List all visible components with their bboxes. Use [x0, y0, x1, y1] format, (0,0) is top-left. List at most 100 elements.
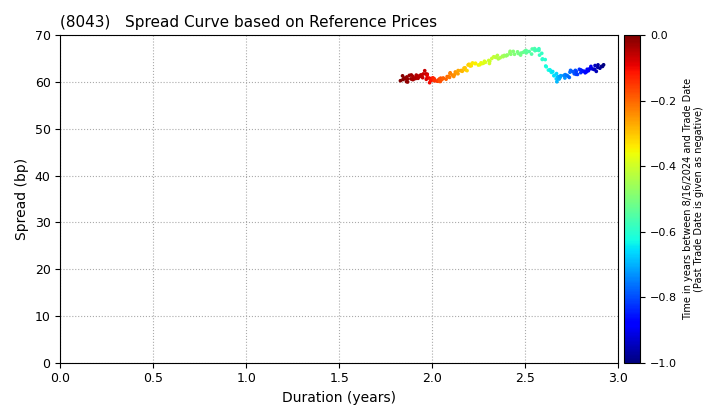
Point — [592, 64, 603, 71]
Point — [420, 71, 431, 77]
Point — [490, 54, 501, 60]
Point — [441, 73, 453, 80]
Point — [559, 75, 571, 81]
Point — [548, 72, 559, 79]
Point — [448, 73, 459, 80]
Point — [449, 68, 461, 75]
Point — [541, 63, 552, 70]
Point — [420, 76, 432, 83]
Point — [564, 67, 576, 74]
Point — [428, 75, 440, 82]
Point — [519, 48, 531, 55]
Point — [459, 65, 471, 71]
Point — [488, 53, 500, 60]
Point — [513, 50, 524, 57]
Point — [595, 63, 607, 70]
Point — [456, 67, 467, 74]
Point — [497, 53, 508, 60]
Point — [570, 71, 582, 78]
Point — [435, 78, 446, 85]
Point — [452, 71, 464, 77]
Point — [462, 62, 474, 68]
Point — [479, 58, 490, 65]
Point — [410, 72, 422, 79]
Point — [554, 73, 565, 80]
Point — [428, 75, 439, 81]
Point — [598, 61, 609, 68]
Point — [536, 50, 547, 57]
Point — [460, 66, 472, 73]
Point — [570, 67, 581, 74]
Point — [431, 78, 443, 84]
Point — [477, 60, 488, 67]
Point — [516, 50, 527, 56]
Point — [577, 68, 589, 75]
Point — [584, 65, 595, 72]
Point — [593, 61, 604, 68]
Point — [455, 67, 467, 74]
Point — [441, 76, 452, 83]
Point — [531, 47, 542, 53]
Point — [472, 62, 484, 68]
Point — [464, 63, 476, 69]
Point — [405, 71, 417, 78]
Point — [554, 74, 566, 81]
Point — [404, 72, 415, 79]
Point — [518, 49, 529, 55]
Point — [462, 67, 473, 74]
Point — [567, 68, 579, 75]
Point — [564, 74, 575, 81]
Point — [551, 79, 562, 85]
Point — [433, 78, 445, 85]
Point — [582, 67, 594, 74]
Point — [399, 75, 410, 81]
Point — [534, 52, 545, 58]
Point — [414, 72, 426, 79]
Point — [466, 63, 477, 69]
Point — [512, 48, 523, 55]
Point — [543, 67, 554, 74]
Point — [559, 71, 571, 78]
Point — [413, 75, 424, 81]
Point — [551, 76, 562, 82]
Point — [498, 52, 510, 59]
Point — [498, 53, 509, 60]
Point — [574, 66, 585, 73]
Point — [564, 69, 576, 76]
Point — [547, 68, 559, 75]
Point — [501, 52, 513, 59]
Point — [480, 59, 491, 66]
Point — [549, 72, 560, 79]
Point — [552, 74, 564, 80]
Point — [483, 57, 495, 64]
Point — [575, 66, 587, 73]
X-axis label: Duration (years): Duration (years) — [282, 391, 396, 405]
Point — [398, 75, 410, 82]
Point — [544, 66, 556, 73]
Point — [421, 71, 433, 78]
Point — [407, 76, 418, 83]
Point — [581, 68, 593, 75]
Point — [463, 61, 474, 68]
Point — [537, 55, 549, 62]
Point — [575, 69, 587, 76]
Point — [569, 71, 580, 77]
Point — [585, 63, 597, 70]
Point — [486, 55, 498, 62]
Point — [523, 48, 535, 55]
Point — [438, 75, 449, 81]
Point — [501, 52, 513, 58]
Point — [426, 77, 437, 84]
Point — [410, 75, 421, 82]
Point — [414, 73, 426, 80]
Point — [558, 72, 570, 79]
Point — [579, 68, 590, 75]
Point — [553, 76, 564, 82]
Point — [474, 61, 485, 68]
Point — [397, 73, 408, 79]
Point — [401, 74, 413, 80]
Point — [521, 50, 532, 56]
Point — [492, 52, 503, 59]
Point — [421, 72, 433, 79]
Point — [580, 69, 591, 76]
